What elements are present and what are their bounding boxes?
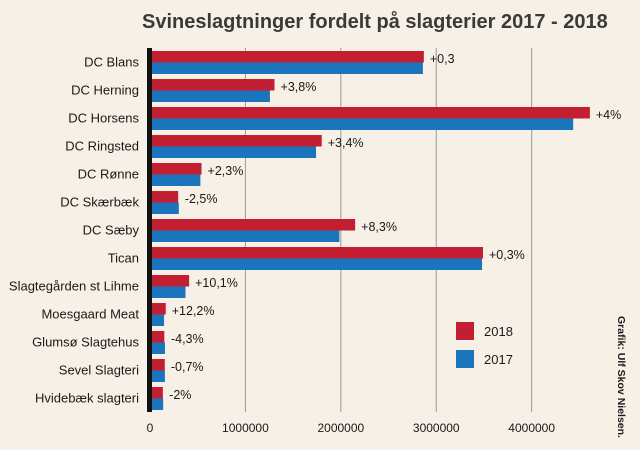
category-label: Tican xyxy=(108,251,139,266)
change-annotation: -4,3% xyxy=(171,332,204,346)
bar-2018-11 xyxy=(150,359,165,371)
bar-2017-7 xyxy=(150,258,483,270)
change-annotation: +8,3% xyxy=(361,220,397,234)
x-tick-label: 1000000 xyxy=(222,421,269,435)
x-tick-label: 3000000 xyxy=(413,421,460,435)
x-tick-label: 4000000 xyxy=(508,421,555,435)
bar-2017-6 xyxy=(150,230,340,242)
legend-label-2018: 2018 xyxy=(484,324,513,339)
change-annotation: +12,2% xyxy=(172,304,215,318)
bar-2018-10 xyxy=(150,331,165,343)
change-annotation: +2,3% xyxy=(208,164,244,178)
legend-label-2017: 2017 xyxy=(484,352,513,367)
legend-swatch-2017 xyxy=(456,350,474,368)
bar-2018-4 xyxy=(150,163,202,175)
bar-2018-0 xyxy=(150,51,424,63)
bar-2018-2 xyxy=(150,107,590,119)
category-label: Glumsø Slagtehus xyxy=(32,335,139,350)
change-annotation: +0,3% xyxy=(489,248,525,262)
bar-2018-9 xyxy=(150,303,166,315)
category-label: DC Rønne xyxy=(78,167,139,182)
change-annotation: -2,5% xyxy=(185,192,218,206)
category-label: DC Sæby xyxy=(83,223,140,238)
bar-2017-2 xyxy=(150,118,574,130)
category-labels: DC Blans DC Herning DC Horsens DC Ringsted D… xyxy=(9,55,140,406)
credit-label: Grafik: Ulf Skov Nielsen. xyxy=(615,316,627,438)
bar-2018-12 xyxy=(150,387,163,399)
bar-2018-7 xyxy=(150,247,484,259)
bars xyxy=(150,51,590,410)
bar-2018-8 xyxy=(150,275,190,287)
bar-2017-9 xyxy=(150,314,165,326)
change-annotation: +0,3 xyxy=(430,52,455,66)
bar-2018-6 xyxy=(150,219,356,231)
x-tick-labels: 0 1000000 2000000 3000000 4000000 xyxy=(147,421,556,435)
bar-2017-5 xyxy=(150,202,179,214)
bar-2017-11 xyxy=(150,370,165,382)
change-annotation: -2% xyxy=(169,388,191,402)
bar-2017-4 xyxy=(150,174,201,186)
chart-title: Svineslagtninger fordelt på slagterier 2… xyxy=(142,10,608,33)
category-label: DC Herning xyxy=(71,83,139,98)
category-label: Hvidebæk slagteri xyxy=(35,391,139,406)
legend-swatch-2018 xyxy=(456,322,474,340)
category-label: Slagtegården st Lihme xyxy=(9,279,139,294)
category-label: DC Ringsted xyxy=(65,139,139,154)
bar-2017-8 xyxy=(150,286,186,298)
category-label: DC Horsens xyxy=(68,111,139,126)
bar-2017-0 xyxy=(150,62,423,74)
legend: 2018 2017 xyxy=(456,322,513,368)
bar-2017-10 xyxy=(150,342,165,354)
bar-2017-1 xyxy=(150,90,270,102)
bar-2017-3 xyxy=(150,146,317,158)
change-annotation: +3,8% xyxy=(281,80,317,94)
change-annotation: -0,7% xyxy=(171,360,204,374)
y-axis-line xyxy=(147,48,152,412)
category-label: Moesgaard Meat xyxy=(41,307,139,322)
bar-2018-3 xyxy=(150,135,322,147)
category-label: DC Skærbæk xyxy=(60,195,139,210)
change-annotation: +10,1% xyxy=(195,276,238,290)
category-label: DC Blans xyxy=(84,55,139,70)
category-label: Sevel Slagteri xyxy=(59,363,139,378)
bar-2018-5 xyxy=(150,191,179,203)
x-tick-label: 2000000 xyxy=(317,421,364,435)
bar-2017-12 xyxy=(150,398,164,410)
change-annotation: +3,4% xyxy=(328,136,364,150)
x-tick-label: 0 xyxy=(147,421,154,435)
bar-2018-1 xyxy=(150,79,275,91)
change-annotation: +4% xyxy=(596,108,621,122)
annotations: +0,3 +3,8% +4% +3,4% +2,3% -2,5% +8,3% +0,3% +10… xyxy=(169,52,621,402)
